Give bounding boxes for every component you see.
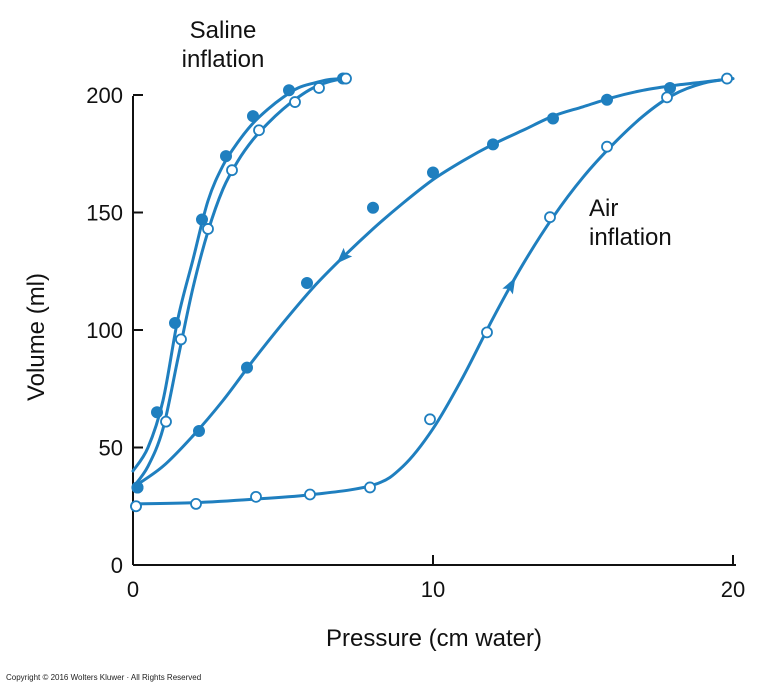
ticks	[132, 94, 734, 566]
data-points	[130, 72, 733, 513]
air-open-point	[601, 140, 613, 153]
saline-filled-curve	[131, 77, 345, 473]
saline-filled-point	[169, 316, 181, 329]
air-filled-point	[547, 112, 559, 125]
air-inflation-label: Air inflation	[589, 195, 672, 251]
air-open-point	[481, 326, 493, 339]
saline-label-line1: Saline	[190, 17, 257, 44]
x-tick-label: 10	[421, 577, 445, 602]
air-filled-point	[241, 361, 253, 374]
saline-open-point	[313, 82, 325, 94]
y-tick-label: 150	[86, 201, 123, 226]
saline-label-line2: inflation	[182, 46, 265, 73]
curves	[131, 77, 735, 506]
saline-filled-point	[151, 406, 163, 419]
air-open-point	[661, 91, 673, 104]
y-tick-label: 0	[111, 553, 123, 578]
air-open-point	[364, 481, 376, 494]
saline-open-point	[226, 164, 238, 177]
air-open-point	[424, 413, 436, 426]
copyright-notice: Copyright © 2016 Wolters Kluwer · All Ri…	[6, 673, 202, 682]
direction-arrow	[502, 277, 516, 295]
air-filled-point	[367, 201, 379, 214]
saline-open-point	[175, 333, 187, 346]
tick-labels: 0 50 100 150 200 0 10 20	[86, 83, 745, 602]
air-open-point	[304, 488, 316, 501]
air-filled-point	[301, 277, 313, 289]
saline-open-point	[160, 415, 172, 428]
air-open-point	[130, 500, 142, 513]
y-axis-title: Volume (ml)	[23, 273, 50, 401]
air-open-point	[721, 72, 733, 85]
air-open-point	[190, 497, 202, 510]
air-open-point	[544, 211, 556, 224]
saline-open-point	[202, 223, 214, 235]
x-axis-title: Pressure (cm water)	[326, 625, 542, 652]
air-filled-point	[601, 93, 613, 106]
air-filled-point	[487, 138, 499, 151]
air-label-line2: inflation	[589, 224, 672, 251]
y-tick-label: 200	[86, 83, 123, 108]
air-filled-point	[131, 481, 144, 494]
air-filled-curve	[131, 77, 735, 489]
air-open-point	[250, 490, 262, 503]
saline-filled-point	[283, 84, 295, 97]
x-tick-label: 20	[721, 577, 745, 602]
x-tick-label: 0	[127, 577, 139, 602]
saline-open-curve	[131, 77, 345, 489]
air-label-line1: Air	[589, 195, 618, 222]
saline-filled-point	[196, 213, 208, 226]
saline-filled-point	[220, 150, 232, 163]
saline-open-point	[253, 124, 265, 137]
saline-open-point	[289, 96, 301, 108]
air-filled-point	[427, 166, 439, 179]
saline-open-point	[340, 72, 352, 85]
direction-arrow	[336, 247, 353, 264]
y-tick-label: 100	[86, 318, 123, 343]
saline-filled-point	[247, 110, 259, 123]
y-tick-label: 50	[99, 436, 123, 461]
air-filled-point	[193, 425, 205, 438]
saline-inflation-label: Saline inflation	[182, 17, 265, 73]
direction-arrows	[336, 247, 516, 295]
air-open-curve	[131, 77, 735, 506]
